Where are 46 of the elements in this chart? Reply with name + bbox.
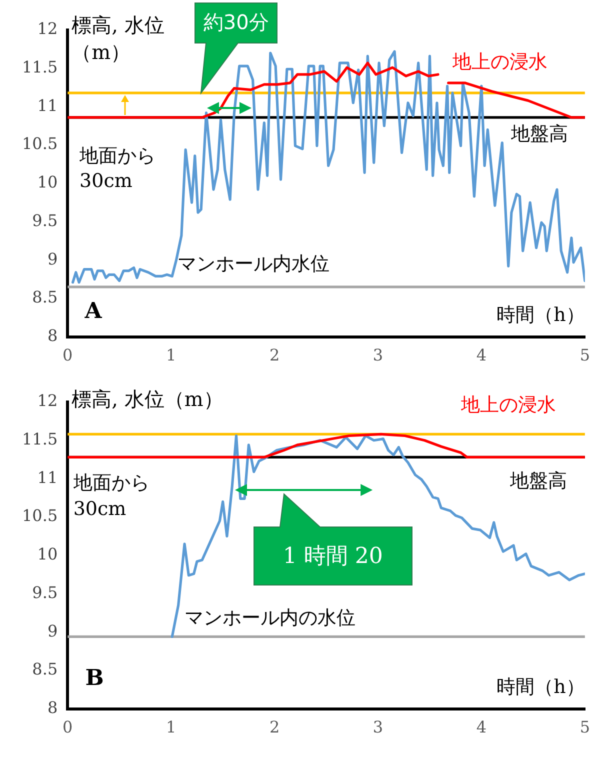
x-tick-label: 0 xyxy=(62,346,73,365)
y-tick-label: 9 xyxy=(47,249,58,268)
ref-line-label: 地面から30cm xyxy=(73,471,150,522)
y-tick-label: 9.5 xyxy=(32,210,58,230)
ref-line-label: 地面から30cm xyxy=(80,144,157,194)
annotation: マンホール内の水位 xyxy=(184,606,356,632)
y-tick-label: 12 xyxy=(37,19,58,38)
y-tick-label: 8.5 xyxy=(32,660,58,679)
y-tick-label: 9 xyxy=(47,621,58,640)
y-axis-title: 標高, 水位（m） xyxy=(72,12,166,66)
x-tick-label: 5 xyxy=(580,346,590,365)
y-tick-label: 8 xyxy=(47,698,58,717)
annotation: 約30分 xyxy=(202,9,270,36)
y-tick-label: 11.5 xyxy=(22,58,58,77)
x-tick-label: 4 xyxy=(476,718,487,737)
ref-line-label: 地盤高 xyxy=(510,122,568,148)
y-tick-label: 12 xyxy=(37,391,58,410)
x-tick-label: 3 xyxy=(372,346,384,365)
y-tick-label: 9.5 xyxy=(32,582,58,602)
y-tick-label: 8 xyxy=(47,326,58,345)
x-tick-label: 4 xyxy=(476,346,487,365)
x-axis-title: 時間（h） xyxy=(496,303,585,328)
y-tick-label: 11 xyxy=(37,96,58,115)
annotation: A xyxy=(84,296,102,326)
ref-line-label: 地盤高 xyxy=(510,469,567,494)
x-tick-label: 1 xyxy=(166,346,176,365)
series-label: 地上の浸水 xyxy=(452,50,548,75)
y-tick-label: 10.5 xyxy=(22,134,58,154)
x-tick-label: 2 xyxy=(269,346,280,365)
y-tick-label: 10 xyxy=(37,172,58,192)
x-tick-label: 3 xyxy=(372,718,384,737)
series-label: 地上の浸水 xyxy=(460,392,556,418)
x-axis-title: 時間（h） xyxy=(496,675,585,700)
y-tick-label: 11 xyxy=(37,468,58,487)
y-tick-label: 10.5 xyxy=(22,506,58,526)
y-tick-label: 11.5 xyxy=(22,430,58,449)
annotation: マンホール内水位 xyxy=(177,252,330,278)
y-tick-label: 10 xyxy=(37,544,58,564)
x-tick-label: 0 xyxy=(62,718,73,737)
y-tick-label: 8.5 xyxy=(32,288,58,307)
annotation: 1 時間 20 xyxy=(282,543,384,572)
x-tick-label: 5 xyxy=(580,718,590,737)
x-tick-label: 2 xyxy=(269,718,280,737)
y-axis-title: 標高, 水位（m） xyxy=(72,386,224,413)
x-tick-label: 1 xyxy=(166,718,176,737)
annotation: B xyxy=(85,664,104,694)
